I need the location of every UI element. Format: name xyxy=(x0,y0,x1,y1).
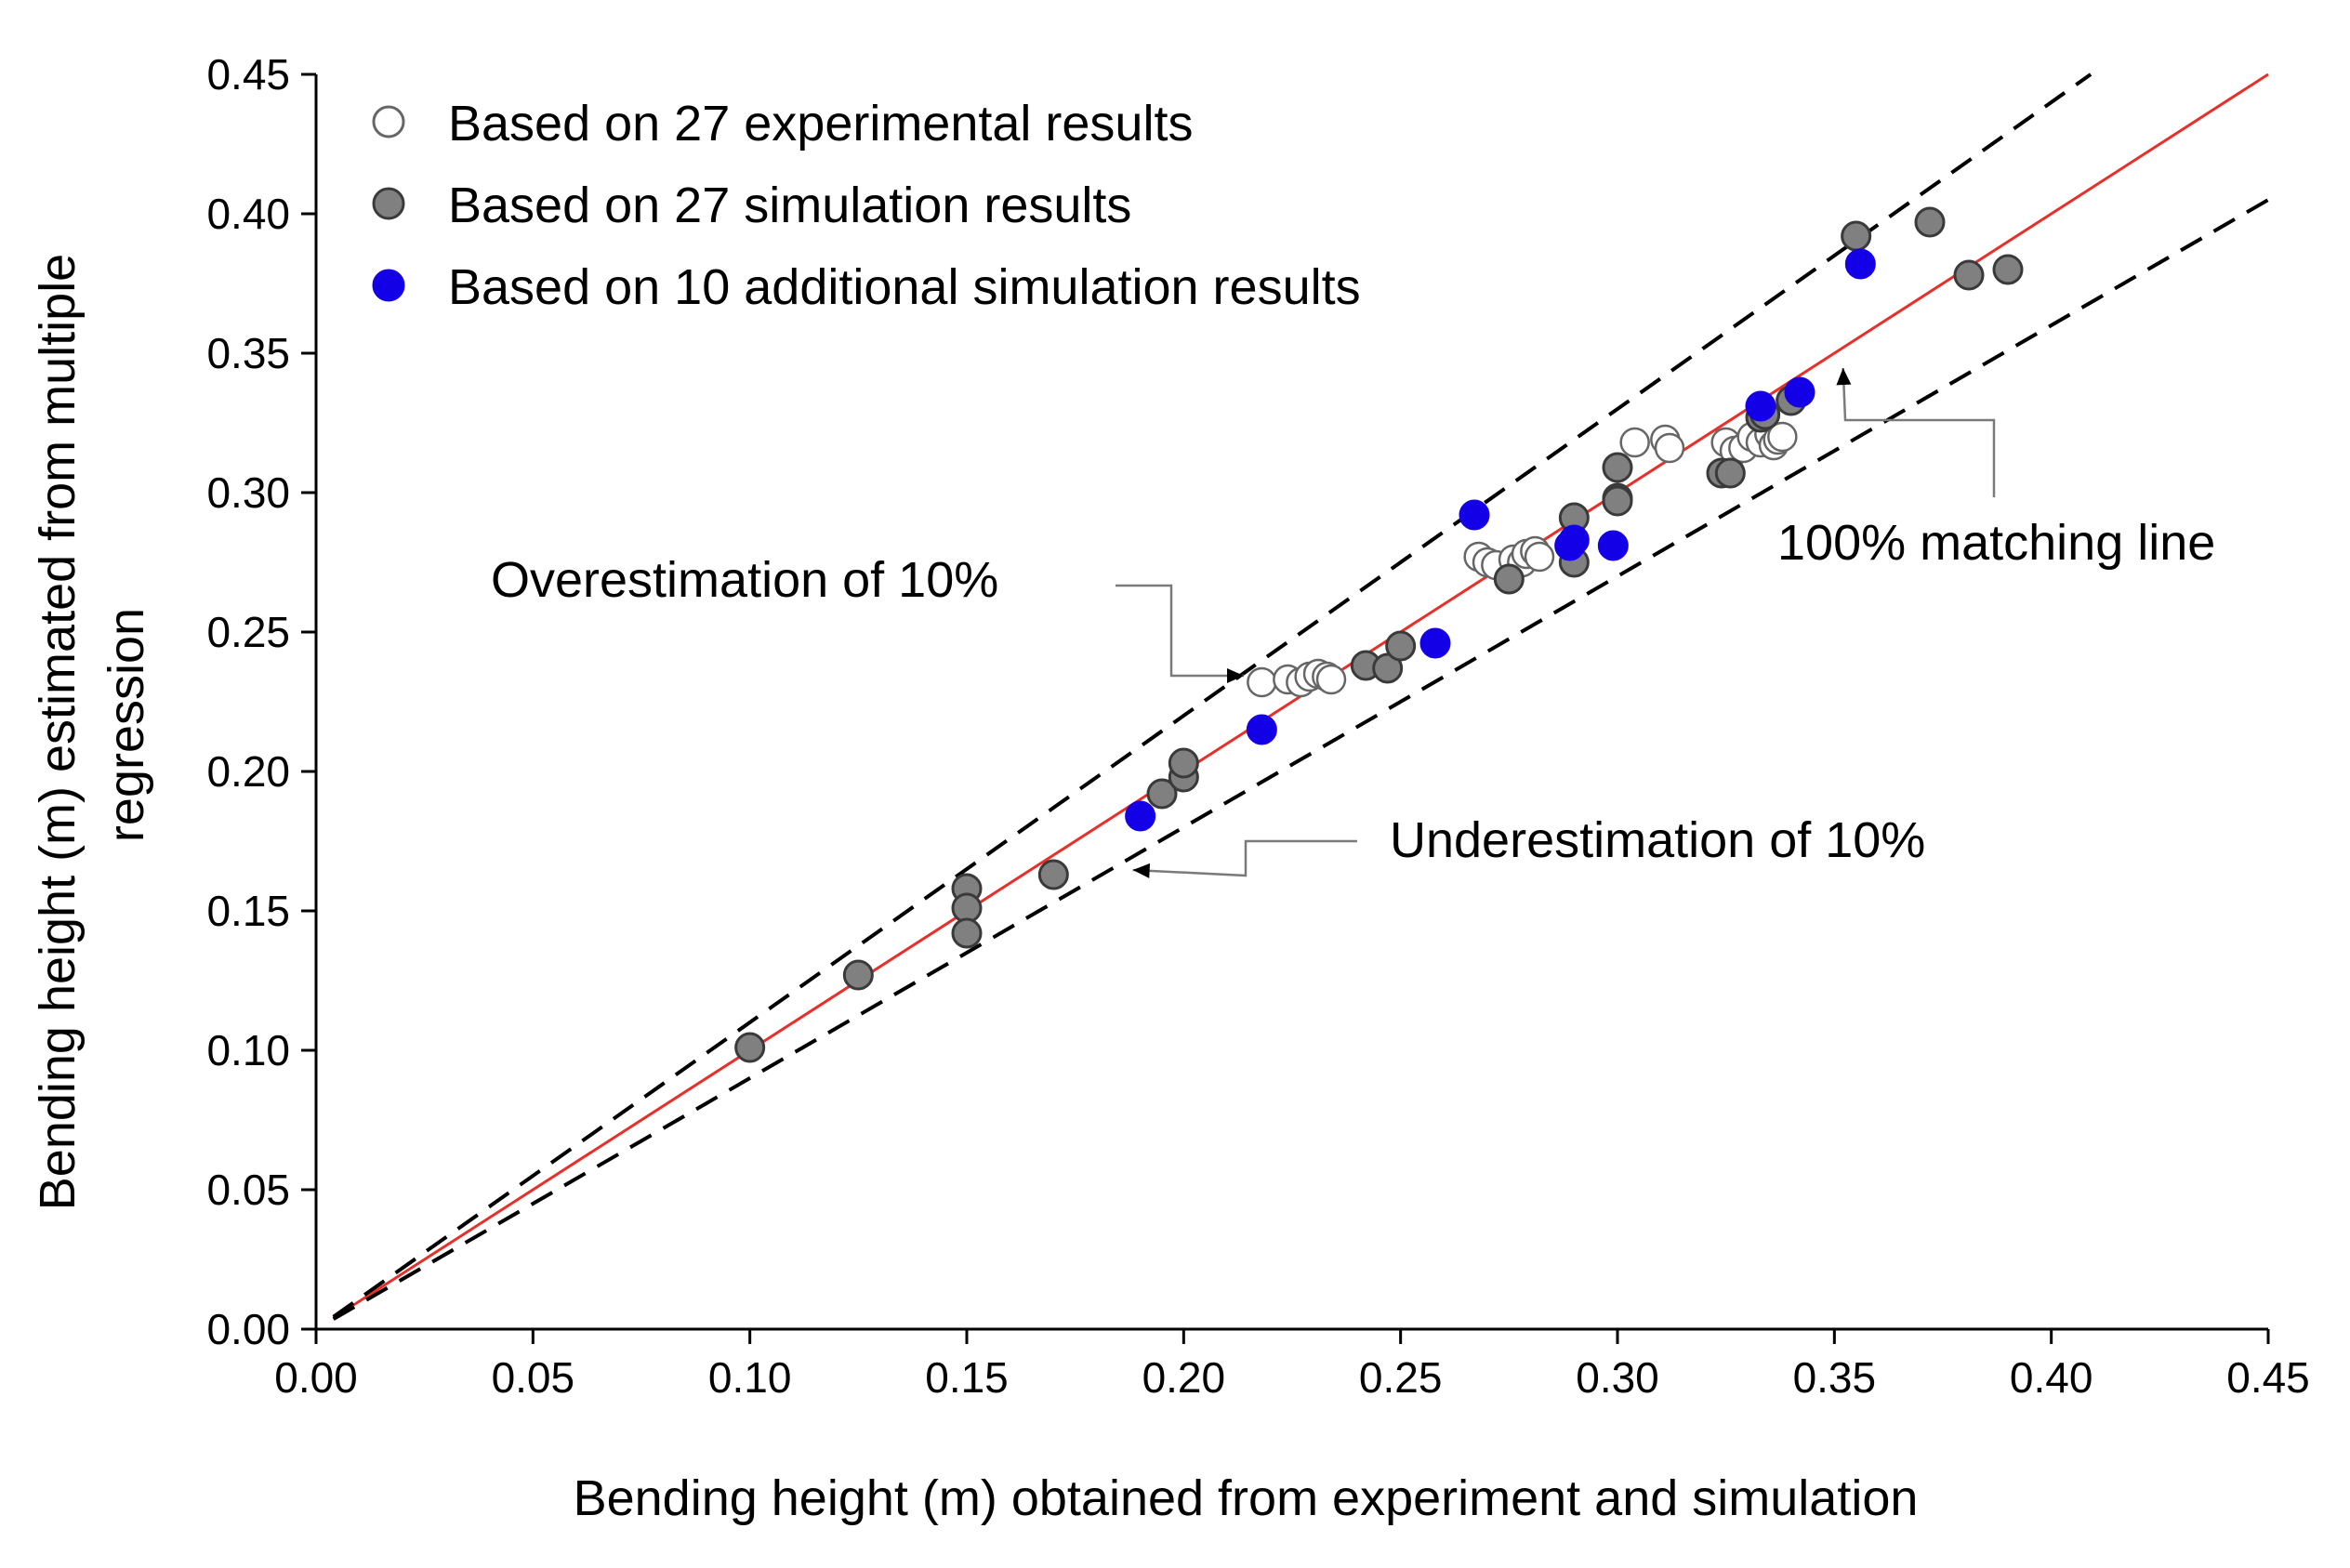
y-tick-label: 0.30 xyxy=(206,468,290,517)
data-point xyxy=(1125,800,1156,832)
axes xyxy=(314,74,2268,1331)
data-point xyxy=(1246,714,1277,745)
data-point xyxy=(1602,452,1633,483)
y-tick-label: 0.35 xyxy=(206,329,290,377)
underestimation-arrow-head xyxy=(1132,863,1151,878)
legend-label: Based on 27 experimental results xyxy=(448,96,1193,152)
x-tick-label: 0.25 xyxy=(1359,1353,1443,1402)
x-tick-label: 0.45 xyxy=(2226,1353,2310,1402)
x-axis-title: Bending height (m) obtained from experim… xyxy=(574,1470,1919,1526)
y-tick-label: 0.15 xyxy=(206,887,290,935)
data-point xyxy=(1247,666,1277,698)
underestimation-arrow xyxy=(1132,839,1357,877)
x-tick-label: 0.10 xyxy=(708,1353,792,1402)
data-point xyxy=(951,917,983,949)
data-point xyxy=(1597,530,1629,561)
series-2 xyxy=(734,206,2024,1063)
overestimation-arrow-head xyxy=(1227,668,1244,683)
data-point xyxy=(1953,259,1985,291)
legend-label: Based on 27 simulation results xyxy=(448,178,1131,233)
legend-label: Based on 10 additional simulation result… xyxy=(448,259,1361,315)
overestimation-line xyxy=(332,72,2093,1319)
legend-marker xyxy=(372,105,405,138)
data-point xyxy=(1654,432,1685,464)
data-point xyxy=(1841,220,1872,252)
y-tick-label: 0.05 xyxy=(206,1166,290,1214)
data-point xyxy=(1315,664,1347,695)
x-tick-label: 0.05 xyxy=(492,1353,575,1402)
series-3 xyxy=(1125,248,1876,832)
data-point xyxy=(1419,627,1451,659)
data-point xyxy=(1493,563,1525,595)
x-tick-label: 0.40 xyxy=(2010,1353,2093,1402)
data-point xyxy=(1459,499,1490,531)
y-axis-title-line-1: Bending height (m) estimated from multip… xyxy=(30,254,86,1210)
y-axis-title-line-2: regression xyxy=(99,608,154,842)
legend-marker xyxy=(372,187,405,220)
data-point xyxy=(734,1032,766,1063)
data-point xyxy=(1372,652,1404,684)
data-point xyxy=(1784,376,1815,408)
x-tick-label: 0.15 xyxy=(925,1353,1009,1402)
data-point xyxy=(1844,248,1876,280)
data-point xyxy=(1168,747,1199,779)
data-point xyxy=(1619,427,1650,458)
overestimation-arrow xyxy=(1116,584,1244,678)
data-point xyxy=(1558,524,1590,556)
y-tick-label: 0.00 xyxy=(206,1305,290,1353)
data-point xyxy=(1037,859,1069,890)
data-point xyxy=(1524,541,1555,573)
x-tick-label: 0.30 xyxy=(1576,1353,1659,1402)
data-point xyxy=(1767,421,1798,453)
data-point xyxy=(1992,254,2024,285)
data-point xyxy=(1914,206,1946,238)
y-tick-label: 0.10 xyxy=(206,1026,290,1074)
series-1 xyxy=(1247,418,1798,698)
ticks: 0.00 0.05 0.10 0.15 0.20 0.25 0.30 0.35 0.40 0.45… xyxy=(206,50,2309,1402)
matching-line-arrow-head xyxy=(1836,368,1852,386)
legend: Based on 27 experimental results Based on… xyxy=(372,96,1361,315)
data-points xyxy=(734,206,2024,1063)
annotation-overestimation: Overestimation of 10% xyxy=(491,552,998,608)
y-tick-label: 0.40 xyxy=(206,190,290,238)
data-point xyxy=(842,959,874,991)
y-tick-label: 0.45 xyxy=(206,50,290,99)
annotation-underestimation: Underestimation of 10% xyxy=(1390,812,1925,868)
y-tick-label: 0.25 xyxy=(206,608,290,656)
data-point xyxy=(1714,457,1746,489)
matching-line-arrow xyxy=(1842,367,1996,497)
legend-marker xyxy=(372,269,405,302)
x-tick-label: 0.00 xyxy=(274,1353,358,1402)
underestimation-line xyxy=(332,198,2270,1321)
x-tick-label: 0.35 xyxy=(1793,1353,1877,1402)
data-point xyxy=(1745,390,1776,422)
y-tick-label: 0.20 xyxy=(206,747,290,796)
data-point xyxy=(1385,630,1417,662)
y-axis-title: Bending height (m) estimated from multip… xyxy=(30,240,154,1210)
data-point xyxy=(1602,485,1633,517)
annotation-matching-line: 100% matching line xyxy=(1777,515,2215,571)
x-tick-label: 0.20 xyxy=(1142,1353,1226,1402)
annotations: Overestimation of 10% Underestimation of … xyxy=(491,367,2215,878)
data-point xyxy=(1146,778,1178,810)
